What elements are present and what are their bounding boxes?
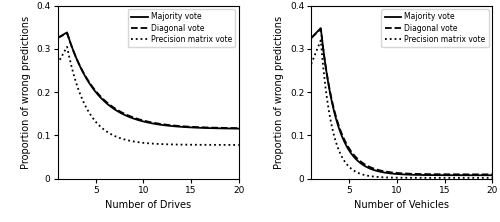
Majority vote (196, 127, 202, 129)
Diagonal vote (453, 173, 459, 176)
Precision matrix vote (453, 176, 459, 179)
Precision matrix vote (327, 116, 333, 118)
Majority vote (490, 174, 496, 176)
Majority vote (453, 174, 459, 176)
Majority vote (179, 126, 185, 128)
Precision matrix vote (450, 176, 456, 179)
Diagonal vote (73, 56, 79, 59)
Diagonal vote (327, 90, 333, 92)
Majority vote (450, 174, 456, 176)
Diagonal vote (128, 115, 134, 118)
Diagonal vote (318, 28, 324, 30)
Legend: Majority vote, Diagonal vote, Precision matrix vote: Majority vote, Diagonal vote, Precision … (382, 9, 488, 47)
Diagonal vote (433, 173, 439, 176)
Precision matrix vote (388, 176, 394, 179)
Diagonal vote (64, 32, 70, 35)
Diagonal vote (134, 117, 140, 120)
X-axis label: Number of Vehicles: Number of Vehicles (354, 200, 450, 210)
Majority vote (236, 127, 242, 130)
Precision matrix vote (73, 82, 79, 84)
Precision matrix vote (128, 140, 134, 142)
Precision matrix vote (490, 176, 496, 179)
Precision matrix vote (433, 176, 439, 179)
Precision matrix vote (54, 63, 60, 65)
Y-axis label: Proportion of wrong predictions: Proportion of wrong predictions (20, 16, 30, 169)
Majority vote (200, 127, 205, 129)
Precision matrix vote (318, 39, 324, 42)
Majority vote (318, 27, 324, 30)
Precision matrix vote (196, 143, 202, 146)
Precision matrix vote (236, 144, 242, 146)
Majority vote (327, 91, 333, 94)
Y-axis label: Proportion of wrong predictions: Proportion of wrong predictions (274, 16, 284, 169)
Diagonal vote (382, 170, 388, 173)
Diagonal vote (200, 126, 205, 129)
Diagonal vote (450, 173, 456, 176)
Diagonal vote (54, 37, 60, 39)
Line: Precision matrix vote: Precision matrix vote (311, 40, 492, 178)
Line: Majority vote: Majority vote (58, 32, 239, 129)
Precision matrix vote (179, 143, 185, 146)
Diagonal vote (236, 127, 242, 129)
Line: Majority vote: Majority vote (311, 28, 492, 175)
Diagonal vote (388, 171, 394, 174)
Majority vote (308, 37, 314, 39)
Majority vote (134, 119, 140, 121)
Majority vote (388, 172, 394, 175)
Diagonal vote (308, 37, 314, 39)
Majority vote (382, 171, 388, 174)
Precision matrix vote (382, 176, 388, 179)
Majority vote (73, 57, 79, 59)
Diagonal vote (179, 125, 185, 128)
Line: Diagonal vote: Diagonal vote (58, 33, 239, 128)
X-axis label: Number of Drives: Number of Drives (105, 200, 191, 210)
Majority vote (64, 31, 70, 34)
Majority vote (433, 174, 439, 176)
Diagonal vote (196, 126, 202, 129)
Precision matrix vote (64, 46, 70, 48)
Diagonal vote (490, 173, 496, 176)
Precision matrix vote (308, 63, 314, 65)
Majority vote (54, 37, 60, 39)
Line: Diagonal vote: Diagonal vote (311, 29, 492, 174)
Legend: Majority vote, Diagonal vote, Precision matrix vote: Majority vote, Diagonal vote, Precision … (128, 9, 235, 47)
Precision matrix vote (200, 143, 205, 146)
Majority vote (128, 116, 134, 119)
Precision matrix vote (134, 141, 140, 143)
Line: Precision matrix vote: Precision matrix vote (58, 47, 239, 145)
